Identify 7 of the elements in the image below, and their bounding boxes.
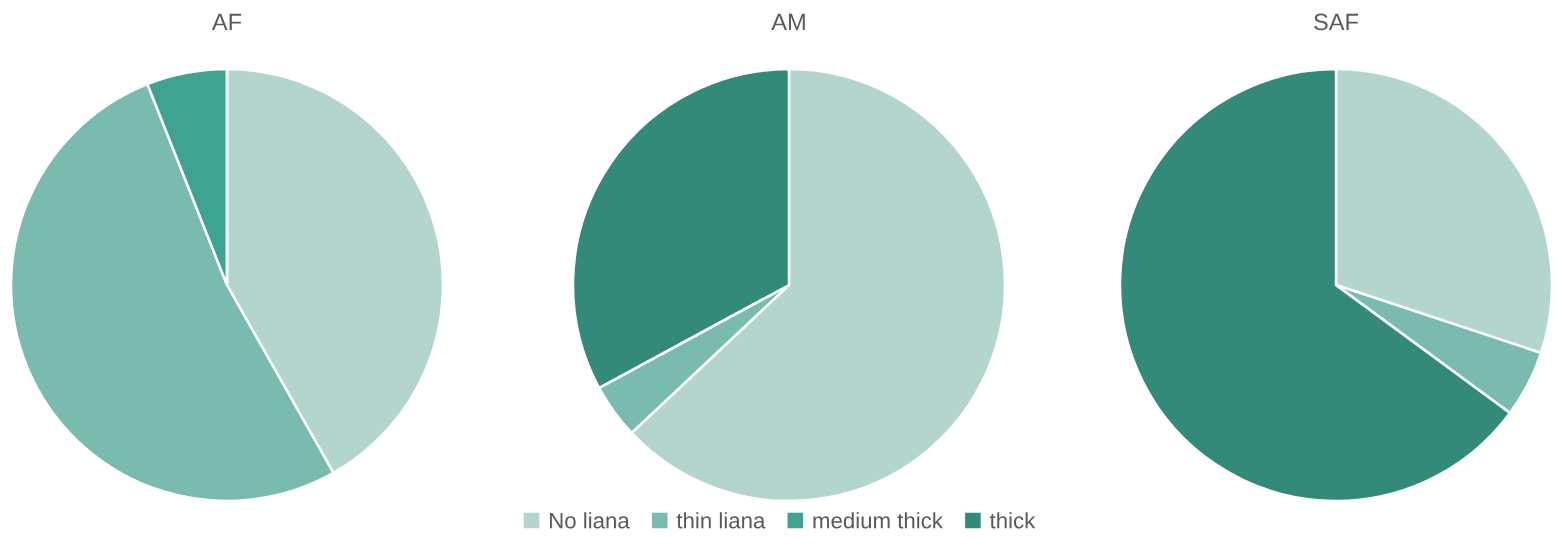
legend-label: medium thick <box>813 512 943 529</box>
legend-label: thick <box>989 512 1036 529</box>
chart-title: SAF <box>1314 13 1359 31</box>
chart-title: AM <box>771 13 805 31</box>
legend-label: thin liana <box>676 512 766 529</box>
chart-title: AF <box>211 13 242 31</box>
legend-label: No liana <box>550 512 630 529</box>
